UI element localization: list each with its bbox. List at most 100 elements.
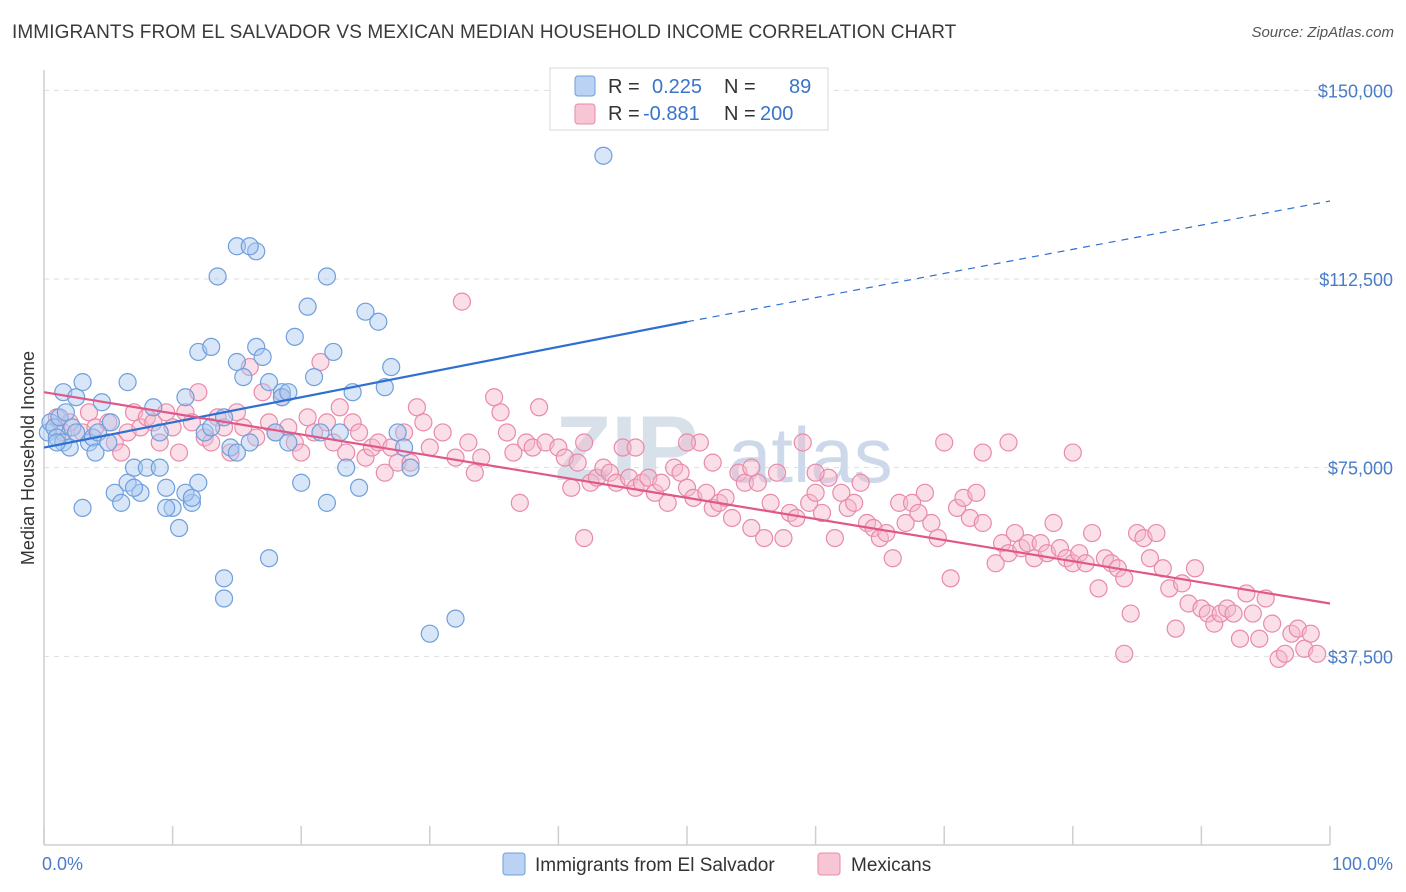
scatter-point [227,443,246,462]
scatter-point [677,478,697,497]
scatter-point [227,237,246,256]
scatter-point [317,493,337,512]
legend-n-value-2: 200 [760,103,793,125]
scatter-point [144,398,163,417]
scatter-point [1063,443,1082,462]
scatter-point [459,433,478,452]
scatter-point [1044,513,1063,533]
y-tick-label: $37,500 [1328,647,1393,667]
scatter-point [169,443,189,462]
bottom-legend-label-mexicans: Mexicans [851,855,931,876]
scatter-point [883,549,902,568]
scatter-point [1275,644,1295,663]
scatter-point [420,624,439,643]
scatter-point [446,448,465,467]
scatter-point [677,433,697,452]
scatter-point [150,458,169,477]
scatter-point [652,473,671,492]
scatter-point [124,458,144,477]
scatter-point [992,534,1012,553]
scatter-point [56,403,75,422]
scatter-point [47,433,66,452]
scatter-point [452,292,472,311]
x-tick-labels: 0.0% 100.0% [42,854,1393,874]
scatter-point [1237,584,1256,603]
scatter-point [324,342,343,362]
scatter-point [182,493,201,512]
scatter-point [234,367,253,387]
legend-swatch-el-salvador [574,75,596,97]
scatter-point [497,423,517,442]
scatter-point [562,478,581,497]
scatter-point [594,146,613,165]
legend-n-label-1: N = [724,76,756,98]
scatter-point [742,458,761,477]
scatter-point [446,609,465,628]
scatter-point [1018,534,1037,553]
scatter-point [124,478,144,497]
scatter-point [330,423,349,442]
scatter-point [1230,629,1250,648]
scatter-point [259,413,279,432]
scatter-point [575,528,594,548]
scatter-point [414,413,433,432]
scatter-point [1250,629,1269,648]
scatter-point [356,448,375,467]
scatter-point [902,493,922,512]
scatter-point [73,498,92,518]
scatter-point [530,398,549,417]
scatter-point [157,478,176,497]
scatter-point [1005,523,1025,543]
scatter-point [292,473,311,492]
scatter-point [79,403,99,422]
scatter-point [1082,523,1102,543]
watermark-atlas: atlas [728,411,893,499]
trend-line-el-salvador-extension [686,200,1331,323]
scatter-point [401,458,420,477]
scatter-point [909,503,928,523]
scatter-point [337,458,356,477]
scatter-point [1050,539,1070,558]
scatter-point [1205,614,1224,633]
trend-line-el-salvador [43,320,688,449]
scatter-point [806,463,825,482]
scatter-point [832,483,851,502]
scatter-point [298,408,317,427]
scatter-point [420,438,439,457]
scatter-point [748,473,767,492]
scatter-point [105,483,124,502]
scatter-point [343,413,362,432]
scatter-point [259,373,279,392]
scatter-point [845,493,864,512]
scatter-point [787,508,806,528]
scatter-point [1301,624,1320,643]
chart-title: IMMIGRANTS FROM EL SALVADOR VS MEXICAN M… [12,22,957,43]
scatter-point [375,463,394,482]
scatter-point [935,433,954,452]
top-legend-box [549,67,829,131]
scatter-point [1308,644,1327,663]
scatter-point [735,473,754,492]
top-legend: R = 0.225 N = 89 R = -0.881 N = 200 [549,67,829,131]
scatter-point [202,433,221,452]
scatter-point [465,463,484,482]
scatter-point [767,463,787,482]
scatter-point [317,413,337,432]
axes [43,70,1331,846]
legend-n-value-1: 89 [789,76,811,98]
scatter-point [317,267,337,286]
scatter-point [221,443,240,462]
scatter-point [311,352,330,372]
scatter-point [973,513,992,533]
scatter-point [716,488,735,507]
legend-r-value-1: 0.225 [652,76,702,98]
scatter-point [169,518,189,538]
bottom-legend-label-el-salvador: Immigrants from El Salvador [535,855,775,876]
scatter-point [375,378,394,397]
scatter-point [877,523,896,543]
scatter-point [1147,523,1166,543]
scatter-point [491,403,510,422]
scatter-point [394,438,414,457]
scatter-point [304,367,324,387]
scatter-point [259,549,279,568]
